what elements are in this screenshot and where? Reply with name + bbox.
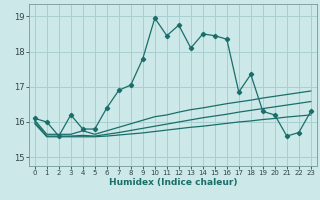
X-axis label: Humidex (Indice chaleur): Humidex (Indice chaleur): [108, 178, 237, 187]
